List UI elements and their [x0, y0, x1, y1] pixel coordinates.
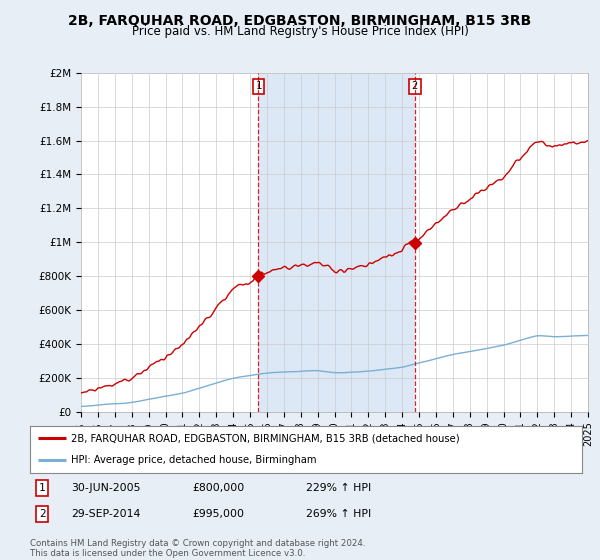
Text: £995,000: £995,000 [193, 509, 245, 519]
Text: 269% ↑ HPI: 269% ↑ HPI [306, 509, 371, 519]
Bar [259, 73, 415, 412]
Text: 1: 1 [256, 81, 262, 91]
Text: 2: 2 [412, 81, 418, 91]
Text: 2B, FARQUHAR ROAD, EDGBASTON, BIRMINGHAM, B15 3RB: 2B, FARQUHAR ROAD, EDGBASTON, BIRMINGHAM… [68, 14, 532, 28]
Text: Contains HM Land Registry data © Crown copyright and database right 2024.
This d: Contains HM Land Registry data © Crown c… [30, 539, 365, 558]
Text: Price paid vs. HM Land Registry's House Price Index (HPI): Price paid vs. HM Land Registry's House … [131, 25, 469, 38]
Text: £800,000: £800,000 [193, 483, 245, 493]
Text: 2B, FARQUHAR ROAD, EDGBASTON, BIRMINGHAM, B15 3RB (detached house): 2B, FARQUHAR ROAD, EDGBASTON, BIRMINGHAM… [71, 433, 460, 444]
Text: 29-SEP-2014: 29-SEP-2014 [71, 509, 141, 519]
Text: 1: 1 [39, 483, 46, 493]
Text: 2: 2 [39, 509, 46, 519]
Text: HPI: Average price, detached house, Birmingham: HPI: Average price, detached house, Birm… [71, 455, 317, 465]
Text: 30-JUN-2005: 30-JUN-2005 [71, 483, 141, 493]
Text: 229% ↑ HPI: 229% ↑ HPI [306, 483, 371, 493]
